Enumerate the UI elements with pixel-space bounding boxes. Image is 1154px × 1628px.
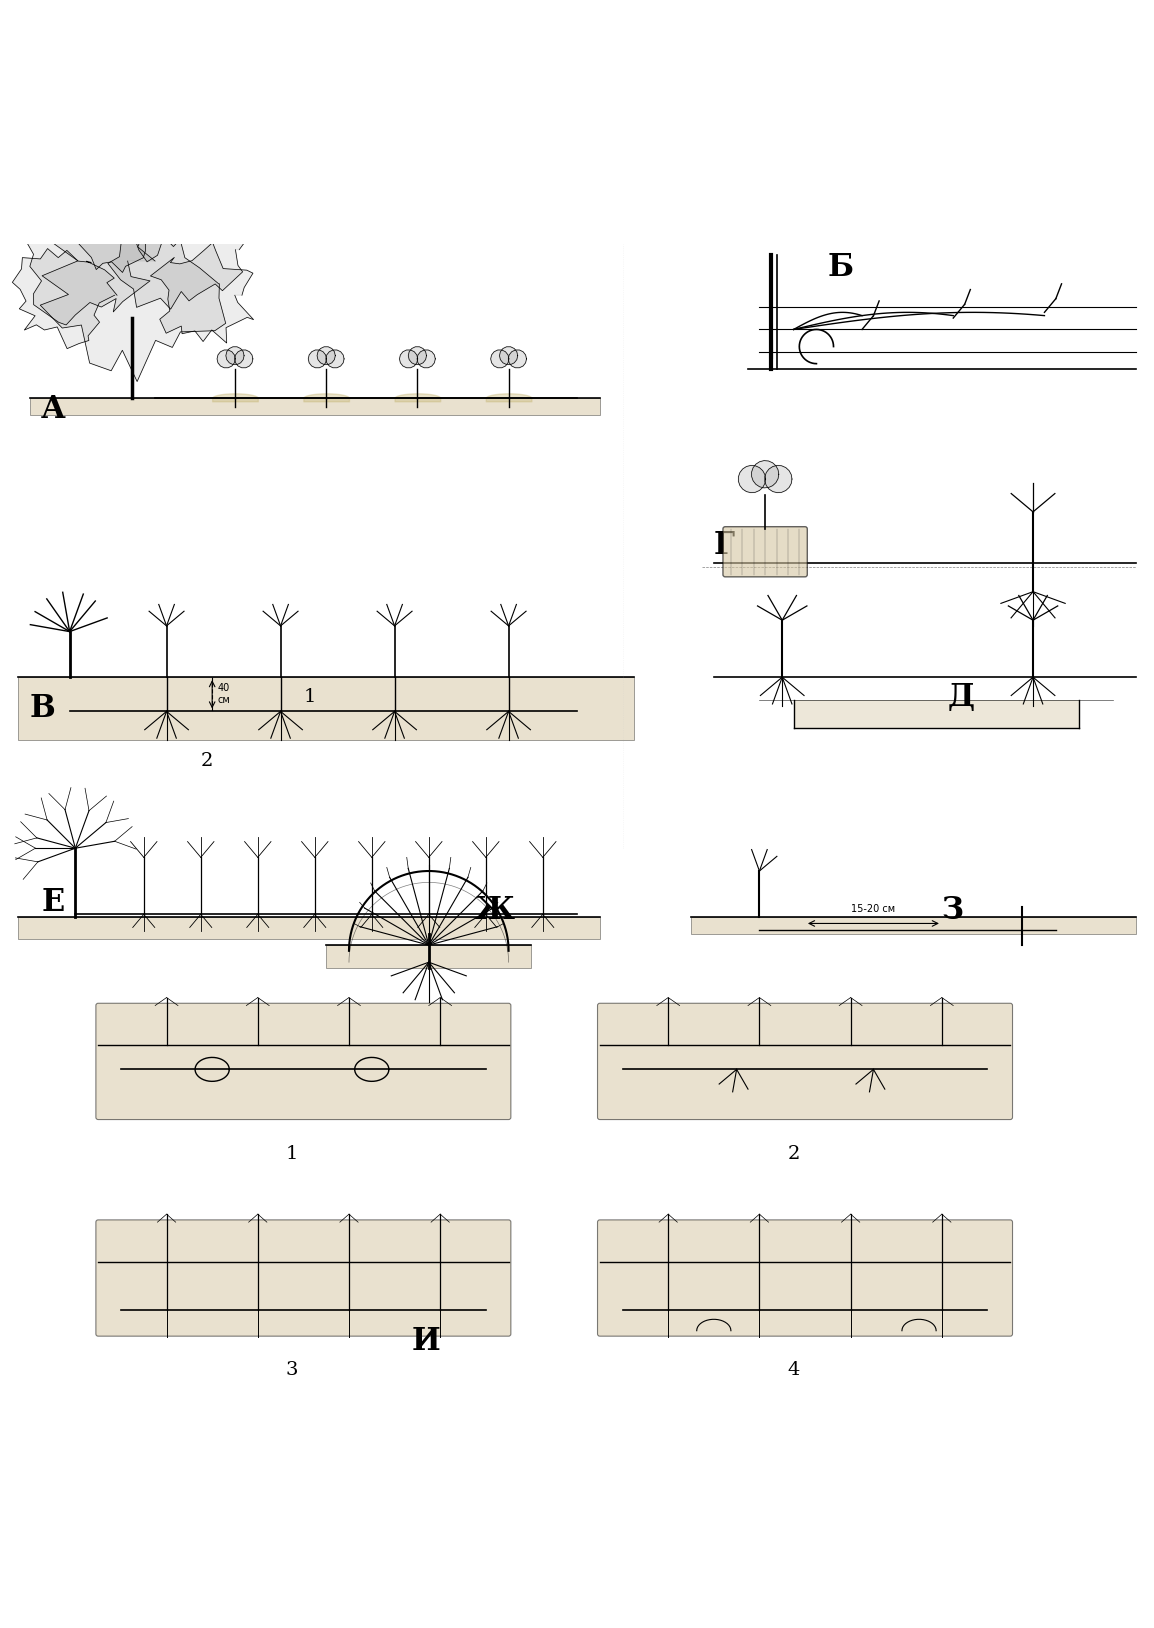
Polygon shape — [325, 350, 344, 368]
Polygon shape — [13, 249, 117, 348]
Text: Д: Д — [947, 682, 974, 713]
Bar — [18, 917, 600, 939]
Bar — [691, 917, 1136, 934]
Polygon shape — [107, 182, 247, 309]
Text: Ж: Ж — [474, 895, 515, 926]
Polygon shape — [150, 243, 254, 344]
Text: 2: 2 — [787, 1144, 800, 1162]
Text: 2: 2 — [201, 752, 213, 770]
Polygon shape — [317, 347, 336, 365]
Polygon shape — [508, 350, 526, 368]
FancyBboxPatch shape — [598, 1003, 1012, 1120]
Polygon shape — [217, 350, 235, 368]
Text: 40
см: 40 см — [218, 684, 231, 705]
Text: 1: 1 — [304, 689, 316, 707]
Text: В: В — [30, 694, 55, 724]
Polygon shape — [100, 155, 209, 262]
Polygon shape — [765, 466, 792, 493]
Text: 4: 4 — [787, 1361, 800, 1379]
FancyBboxPatch shape — [96, 1003, 511, 1120]
FancyBboxPatch shape — [598, 1219, 1012, 1337]
Text: И: И — [412, 1325, 441, 1356]
Bar — [30, 397, 600, 415]
Bar — [18, 677, 634, 739]
Polygon shape — [25, 194, 155, 326]
Polygon shape — [234, 350, 253, 368]
Polygon shape — [500, 347, 518, 365]
Bar — [327, 946, 531, 969]
Polygon shape — [751, 461, 779, 488]
Text: 15-20 см: 15-20 см — [852, 904, 896, 915]
Text: Г: Г — [714, 531, 735, 562]
Text: 3: 3 — [286, 1361, 298, 1379]
FancyBboxPatch shape — [96, 1219, 511, 1337]
Polygon shape — [739, 466, 765, 493]
Text: Б: Б — [827, 252, 854, 283]
Text: Е: Е — [42, 887, 65, 918]
Polygon shape — [40, 184, 226, 381]
FancyBboxPatch shape — [722, 527, 808, 576]
Polygon shape — [226, 347, 245, 365]
Bar — [794, 700, 1079, 728]
Polygon shape — [417, 350, 435, 368]
Text: 1: 1 — [286, 1144, 298, 1162]
Polygon shape — [399, 350, 418, 368]
Polygon shape — [308, 350, 327, 368]
Text: А: А — [42, 394, 66, 425]
Polygon shape — [82, 122, 179, 215]
Polygon shape — [52, 158, 168, 272]
Polygon shape — [409, 347, 427, 365]
Text: З: З — [942, 895, 964, 926]
Polygon shape — [490, 350, 509, 368]
